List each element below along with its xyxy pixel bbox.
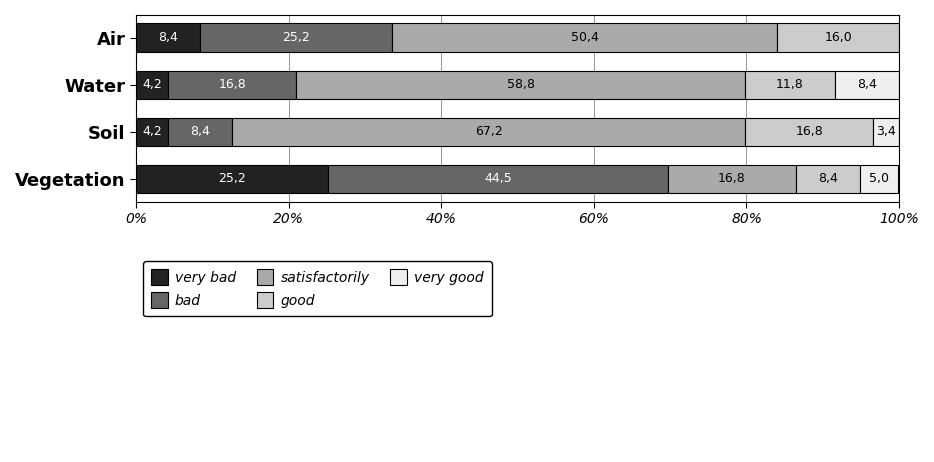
Bar xyxy=(328,165,668,193)
Text: 8,4: 8,4 xyxy=(158,31,177,44)
Text: 67,2: 67,2 xyxy=(474,125,502,138)
Bar xyxy=(668,165,796,193)
Bar xyxy=(136,24,200,52)
Bar xyxy=(296,71,745,99)
Bar xyxy=(168,118,232,146)
Text: 25,2: 25,2 xyxy=(282,31,310,44)
Bar xyxy=(745,118,873,146)
Bar xyxy=(392,24,777,52)
Text: 25,2: 25,2 xyxy=(219,172,246,185)
Text: 11,8: 11,8 xyxy=(776,78,804,91)
Bar xyxy=(796,165,860,193)
Text: 5,0: 5,0 xyxy=(870,172,889,185)
Text: 3,4: 3,4 xyxy=(876,125,896,138)
Bar xyxy=(168,71,296,99)
Text: 8,4: 8,4 xyxy=(191,125,210,138)
Text: 44,5: 44,5 xyxy=(484,172,512,185)
Text: 4,2: 4,2 xyxy=(142,78,162,91)
Text: 8,4: 8,4 xyxy=(818,172,838,185)
Text: 4,2: 4,2 xyxy=(142,125,162,138)
Legend: very bad, bad, satisfactorily, good, very good: very bad, bad, satisfactorily, good, ver… xyxy=(143,261,492,316)
Bar xyxy=(200,24,392,52)
Bar xyxy=(745,71,835,99)
Bar xyxy=(777,24,899,52)
Bar xyxy=(232,118,745,146)
Text: 8,4: 8,4 xyxy=(857,78,877,91)
Text: 16,8: 16,8 xyxy=(219,78,246,91)
Text: 16,0: 16,0 xyxy=(824,31,852,44)
Bar xyxy=(835,71,899,99)
Bar xyxy=(136,165,328,193)
Text: 16,8: 16,8 xyxy=(718,172,746,185)
Text: 16,8: 16,8 xyxy=(795,125,823,138)
Bar xyxy=(873,118,899,146)
Text: 58,8: 58,8 xyxy=(506,78,534,91)
Bar xyxy=(136,71,168,99)
Bar xyxy=(136,118,168,146)
Text: 50,4: 50,4 xyxy=(571,31,599,44)
Bar xyxy=(860,165,899,193)
